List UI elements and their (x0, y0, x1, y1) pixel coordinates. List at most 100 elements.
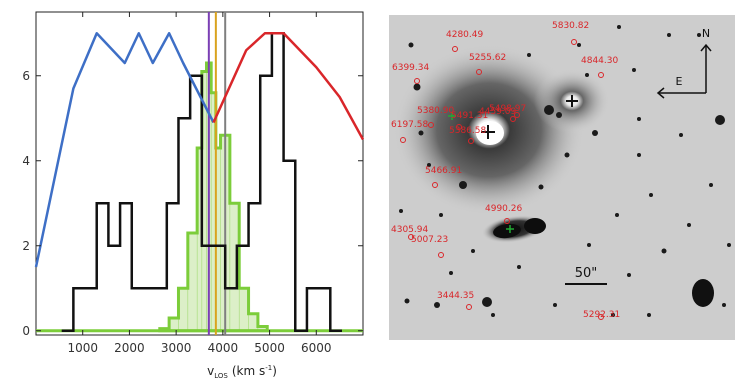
compass-east-label: E (676, 75, 683, 88)
star (577, 43, 581, 47)
star (471, 249, 475, 253)
galaxy-velocity-label: 5830.82 (552, 21, 589, 31)
star (517, 265, 521, 269)
star (697, 33, 701, 37)
x-axis-label-units: (km s (232, 364, 265, 378)
star (637, 153, 641, 157)
galaxy-marker (514, 112, 520, 118)
x-tick-label: 5000 (254, 341, 285, 355)
galaxy-marker (598, 72, 604, 78)
star (722, 303, 726, 307)
star (709, 183, 713, 187)
galaxy-velocity-label: 4305.94 (391, 225, 428, 235)
star (661, 248, 667, 254)
curve-1 (212, 32, 365, 141)
galaxy-marker (468, 138, 474, 144)
x-axis-label-exponent: -1 (265, 364, 272, 372)
edge-on-galaxy-core (493, 223, 521, 239)
star (587, 243, 591, 247)
star (449, 271, 453, 275)
star (399, 209, 403, 213)
star (544, 105, 554, 115)
galaxy-marker (571, 39, 577, 45)
black-histogram (61, 32, 342, 332)
star-layer (399, 25, 731, 317)
y-tick-label: 6 (22, 69, 30, 83)
galaxy-velocity-label: 4459.09 (479, 107, 516, 117)
galaxy-marker (408, 234, 414, 240)
x-tick-label: 4000 (208, 341, 239, 355)
galaxy-velocity-label: 5498.97 (489, 104, 526, 114)
tick-layer: 1000 2000 3000 4000 5000 6000 0 2 4 6 (22, 12, 363, 355)
star (615, 213, 619, 217)
y-tick-label: 4 (22, 154, 30, 168)
galaxy-marker (510, 116, 516, 122)
compass (656, 43, 712, 99)
galaxy-marker (414, 78, 420, 84)
star (439, 213, 443, 217)
x-tick-label: 3000 (161, 341, 192, 355)
green-markers (448, 112, 514, 233)
star (556, 112, 562, 118)
galaxy-velocity-label: 6197.58 (391, 120, 428, 130)
galaxy-velocity-label: 6399.34 (392, 63, 429, 73)
x-axis-label-subscript: LOS (214, 372, 228, 380)
star (611, 313, 615, 317)
star (538, 184, 544, 190)
star (408, 42, 414, 48)
x-tick-label: 2000 (114, 341, 145, 355)
galaxy-velocity-label: 5386.58 (449, 126, 486, 136)
star (482, 297, 492, 307)
star (592, 130, 598, 136)
galaxy-velocity-label: 5466.91 (425, 166, 462, 176)
star (491, 313, 495, 317)
galaxy-marker (438, 252, 444, 258)
x-tick-label: 1000 (67, 341, 98, 355)
x-tick-label: 6000 (301, 341, 332, 355)
galaxy-velocity-label: 4280.49 (446, 30, 483, 40)
star (637, 117, 641, 121)
galaxy-marker (466, 304, 472, 310)
star (585, 73, 589, 77)
star (434, 302, 440, 308)
star (687, 223, 691, 227)
star (679, 133, 683, 137)
galaxy-marker (452, 46, 458, 52)
star (564, 152, 570, 158)
star (727, 243, 731, 247)
galaxy-velocity-label: 4990.26 (485, 204, 522, 214)
star (527, 53, 531, 57)
chart-layer (34, 12, 365, 335)
star (413, 83, 421, 91)
galaxy-marker (432, 182, 438, 188)
star (553, 303, 557, 307)
star (667, 33, 671, 37)
x-axis-label: vLOS (km s-1) (207, 364, 277, 380)
bottom-right-galaxy (692, 279, 714, 307)
star (418, 130, 424, 136)
galaxy-label-layer: 5830.82 4280.49 4844.30 5255.62 6399.34 5491.… (391, 21, 620, 320)
galaxy-field-image: 5830.82 4280.49 4844.30 5255.62 6399.34 5491.… (389, 15, 735, 340)
star (647, 313, 651, 317)
galaxy-marker (598, 314, 604, 320)
star (427, 163, 431, 167)
scale-bar-label: 50" (575, 266, 598, 281)
star (627, 273, 631, 277)
star (715, 115, 725, 125)
galaxy-marker (456, 124, 462, 130)
galaxy-velocity-label: 5380.90 (417, 106, 454, 116)
curve-0 (34, 32, 215, 268)
star (617, 25, 621, 29)
galaxy-marker (476, 69, 482, 75)
galaxy-velocity-label: 5007.23 (411, 235, 448, 245)
x-axis-label-close: ) (272, 364, 277, 378)
galaxy-velocity-label: 5255.62 (469, 53, 506, 63)
velocity-histogram-chart: 1000 2000 3000 4000 5000 6000 0 2 4 6 vLOS (km s-1… (22, 11, 365, 380)
star (459, 181, 467, 189)
galaxy-velocity-label: 5491.31 (451, 111, 488, 121)
galaxy-marker (428, 122, 434, 128)
galaxy-marker (400, 137, 406, 143)
y-tick-label: 2 (22, 239, 30, 253)
y-tick-label: 0 (22, 324, 30, 338)
